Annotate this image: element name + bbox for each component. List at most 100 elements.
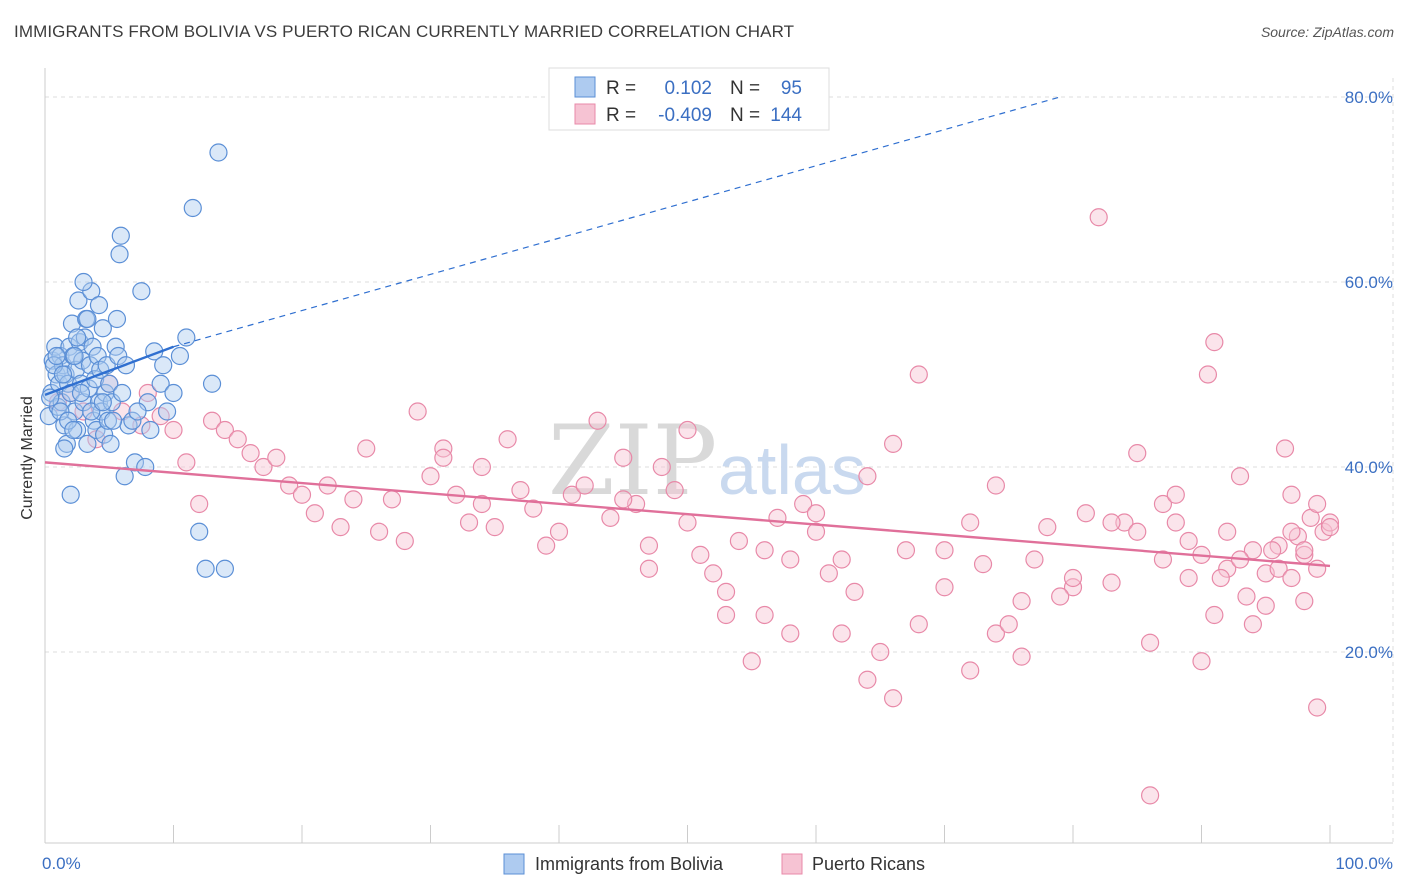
data-point [357,439,376,458]
data-point [537,536,556,555]
data-point [1128,522,1147,541]
data-point [132,282,151,301]
data-point [716,582,736,601]
data-point [652,457,671,477]
data-point [241,444,260,463]
data-point [1320,518,1340,537]
data-point [60,337,79,356]
legend: R = 0.102 N = 95 R = -0.409 N = 144 [548,67,830,131]
trend-line-extension [173,96,1061,348]
data-point [292,485,312,504]
data-point [909,615,928,634]
data-point [64,420,83,440]
data-point [74,272,93,292]
data-point [109,346,128,366]
data-point [370,522,389,541]
bottom-legend-label: Puerto Ricans [812,854,925,874]
series-puerto-ricans-points [48,208,1340,805]
data-point [1140,633,1160,652]
data-point [1295,541,1314,560]
data-point [202,411,222,430]
data-point [228,430,247,449]
data-point [93,319,112,338]
data-point [806,522,826,541]
data-point [164,383,183,403]
data-point [909,365,928,384]
data-point [832,624,851,643]
data-point [755,541,774,560]
data-point [47,346,66,366]
grid-lines [45,78,1394,843]
data-point [110,245,129,264]
data-point [164,420,183,440]
data-point [55,439,74,458]
data-point [408,402,427,421]
data-point [51,402,70,421]
data-point [190,522,209,541]
data-point [170,346,190,366]
legend-n-label: N = [730,105,760,126]
chart-title: IMMIGRANTS FROM BOLIVIA VS PUERTO RICAN … [14,22,795,41]
data-point [89,296,109,315]
data-point [1166,513,1185,532]
data-point [1237,587,1256,606]
data-point [742,652,761,671]
data-point [1076,504,1095,523]
data-point [1012,647,1031,666]
data-point [78,309,97,329]
data-point [151,374,170,393]
data-point [678,513,697,532]
data-point [202,374,222,393]
data-point [209,143,228,162]
data-point [136,457,155,477]
data-point [112,383,132,403]
data-point [344,490,363,509]
data-point [639,536,659,555]
data-point [421,467,440,486]
data-point [215,420,234,440]
data-point [755,605,774,625]
watermark-zip: ZIP [548,405,717,517]
data-point [1192,652,1211,671]
x-tick-label: 0.0% [42,854,81,873]
data-point [832,550,851,569]
data-point [157,402,177,421]
data-point [1308,494,1327,514]
data-point [1038,518,1057,537]
data-point [704,564,723,583]
data-point [639,559,659,578]
data-point [183,198,202,218]
data-point [1205,605,1224,625]
data-point [104,411,123,430]
data-point [1102,573,1121,592]
data-point [1211,568,1230,588]
data-point [858,670,877,689]
data-point [141,420,160,440]
data-point [794,494,813,514]
data-point [98,411,118,430]
data-point [267,448,286,467]
legend-n-label: N = [730,78,760,99]
data-point [138,393,157,412]
data-point [123,411,142,430]
y-tick-label: 40.0% [1345,458,1393,477]
data-point [1320,513,1340,532]
data-point [1295,592,1314,611]
data-point [46,337,65,356]
data-point [111,226,130,245]
axes [44,68,1393,844]
data-point [935,541,954,560]
data-point [485,518,504,537]
legend-r-label: R = [606,78,636,99]
data-point [781,550,800,569]
data-point [1218,559,1237,578]
data-point [1256,596,1275,615]
data-point [1308,698,1327,717]
data-point [614,490,633,509]
legend-swatch-blue [574,76,596,98]
data-point [729,531,749,551]
legend-r-value: -0.409 [658,105,712,126]
trend-line [44,345,174,396]
data-point [125,453,145,472]
